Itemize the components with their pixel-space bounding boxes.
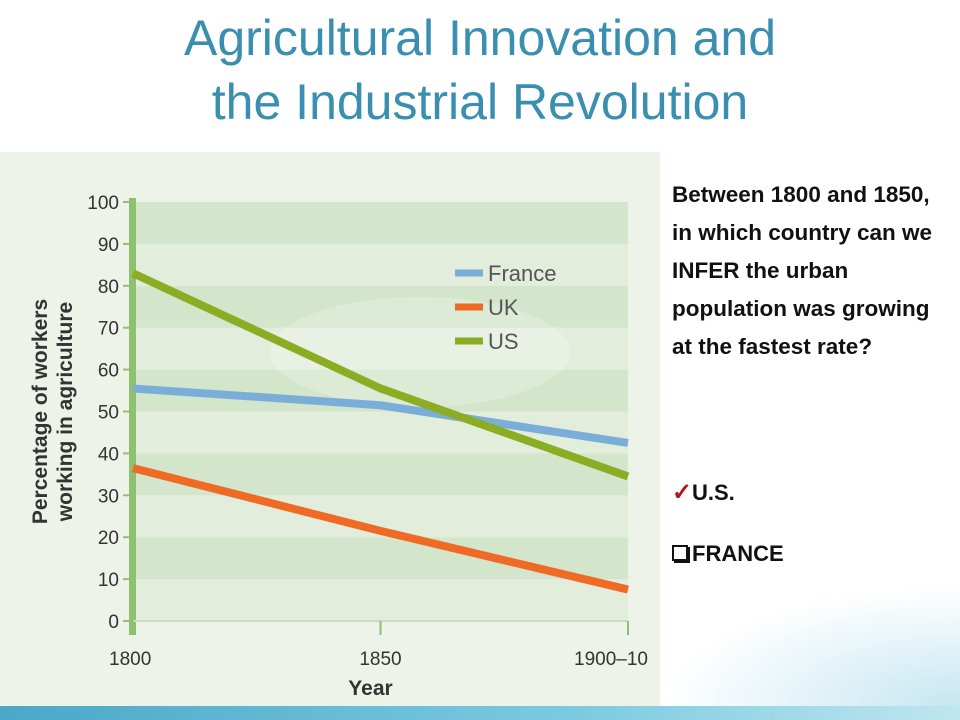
answer-option-us: ✓U.S.	[672, 478, 735, 507]
corner-decoration	[660, 586, 960, 706]
y-tick-label: 10	[98, 570, 119, 591]
checkbox-icon	[672, 545, 688, 561]
grid-band	[133, 243, 628, 286]
y-tick-label: 90	[98, 235, 119, 256]
grid-band	[133, 579, 628, 621]
y-tick-label: 70	[98, 319, 119, 340]
y-tick-label: 50	[98, 403, 119, 424]
legend-label-france: France	[488, 261, 556, 286]
grid-band	[133, 202, 628, 244]
y-tick-label: 100	[87, 193, 119, 214]
series-line-france	[132, 384, 629, 447]
y-tick-label: 80	[98, 277, 119, 298]
y-tick-label: 0	[108, 612, 119, 633]
slide-title-line-1: Agricultural Innovation and	[183, 10, 777, 66]
series-line-us	[131, 269, 630, 481]
slide-title-line-2: the Industrial Revolution	[211, 74, 749, 130]
legend-label-us: US	[488, 329, 519, 354]
y-axis-title-line: Percentage of workers	[29, 299, 52, 524]
x-tick-label: 1900–10	[574, 649, 648, 670]
answer-option-france: FRANCE	[672, 541, 784, 567]
x-tick-label: 1800	[109, 649, 151, 670]
y-tick-label: 40	[98, 444, 119, 465]
question-text: Between 1800 and 1850, in which country …	[672, 182, 933, 359]
grid-band	[133, 327, 628, 370]
checkmark-icon: ✓	[672, 479, 693, 506]
y-tick-label: 30	[98, 486, 119, 507]
legend-label-uk: UK	[488, 295, 519, 320]
grid-band	[133, 285, 628, 328]
y-tick-label: 60	[98, 361, 119, 382]
chart-svg: 0 10 20 30 40 50 60 70 80 90 100 1800 1850 1900–10 Yea…	[29, 193, 648, 700]
x-tick-label: 1850	[359, 649, 401, 670]
y-axis-line	[129, 198, 136, 635]
slide-title: Agricultural Innovation and the Industri…	[0, 6, 960, 134]
answer-label-us: U.S.	[692, 480, 735, 505]
answer-label-france: FRANCE	[692, 541, 784, 566]
bottom-decoration-band	[0, 706, 960, 720]
x-axis-title: Year	[348, 677, 392, 700]
line-chart: 0 10 20 30 40 50 60 70 80 90 100 1800 1850 1900–10 Yea…	[0, 152, 660, 708]
series-line-uk	[132, 464, 629, 594]
background-watermark	[270, 297, 570, 407]
y-tick-label: 20	[98, 528, 119, 549]
y-axis-title-line: working in agriculture	[54, 302, 77, 522]
